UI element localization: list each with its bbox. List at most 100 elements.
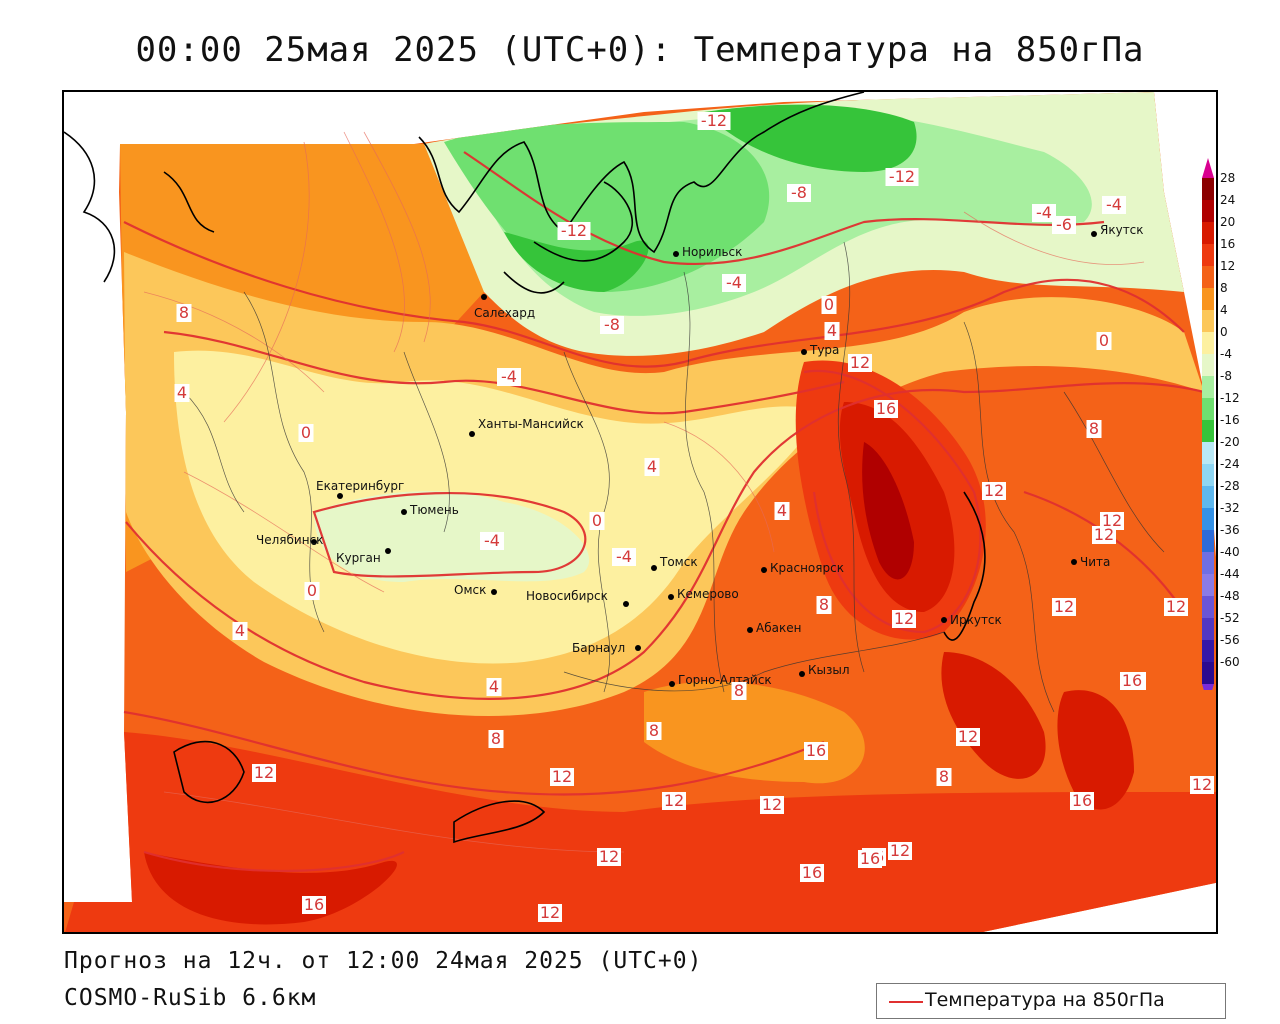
colorbar-tick-label: 0 (1220, 325, 1228, 339)
svg-text:12: 12 (984, 481, 1004, 500)
map-legend: Температура на 850гПа (876, 983, 1226, 1019)
colorbar-bottom-arrow (1202, 684, 1214, 704)
colorbar-swatch (1202, 596, 1214, 618)
svg-text:12: 12 (1166, 597, 1186, 616)
isotherm-value-label: -8 (787, 183, 811, 202)
colorbar-swatch (1202, 530, 1214, 552)
city-label: Красноярск (770, 561, 844, 575)
isotherm-value-label: 16 (302, 895, 326, 914)
svg-text:12: 12 (850, 353, 870, 372)
colorbar-swatch (1202, 354, 1214, 376)
isotherm-value-labels: -12-12-8-12-4-6-4-8-40-4084400-440-44481… (174, 111, 1214, 922)
isotherm-value-label: 0 (1096, 331, 1112, 350)
city-label: Тура (809, 343, 839, 357)
colorbar-tick-label: -52 (1220, 611, 1240, 625)
city-label: Горно-Алтайск (678, 673, 772, 687)
svg-text:16: 16 (876, 399, 896, 418)
svg-text:-4: -4 (484, 531, 500, 550)
model-name: COSMO-RuSib 6.6км (64, 985, 317, 1011)
isotherm-value-label: 12 (1190, 775, 1214, 794)
svg-text:-6: -6 (1056, 215, 1072, 234)
isotherm-value-label: -4 (1102, 195, 1126, 214)
svg-text:-12: -12 (561, 221, 587, 240)
isotherm-value-label: 8 (731, 681, 747, 700)
colorbar-swatch (1202, 508, 1214, 530)
isotherm-value-label: 12 (760, 795, 784, 814)
isotherm-value-label: 16 (804, 741, 828, 760)
region-borders (183, 241, 1165, 713)
isotherm-value-label: 12 (550, 767, 574, 786)
svg-text:4: 4 (647, 457, 657, 476)
isotherm-value-label: -8 (600, 315, 624, 334)
isotherm-value-label: -4 (1032, 203, 1056, 222)
isotherm-value-label: 4 (824, 321, 840, 340)
isotherm-value-label: 8 (646, 721, 662, 740)
colorbar-tick-label: -60 (1220, 655, 1240, 669)
svg-text:4: 4 (177, 383, 187, 402)
colorbar-tick-label: 16 (1220, 237, 1235, 251)
colorbar-tick-label: 20 (1220, 215, 1235, 229)
isotherm-value-label: 16 (858, 849, 882, 868)
svg-text:-4: -4 (616, 547, 632, 566)
isotherm-value-label: 16 (1120, 671, 1144, 690)
colorbar-swatch (1202, 662, 1214, 684)
isotherm-value-label: 8 (1086, 419, 1102, 438)
isotherm-value-label: 12 (956, 727, 980, 746)
forecast-info: Прогноз на 12ч. от 12:00 24мая 2025 (UTC… (64, 948, 703, 974)
colorbar-tick-label: -8 (1220, 369, 1232, 383)
colorbar-tick-label: -48 (1220, 589, 1240, 603)
city-label: Челябинск (256, 533, 323, 547)
colorbar-swatch (1202, 618, 1214, 640)
svg-text:-4: -4 (726, 273, 742, 292)
isotherm-value-label: 12 (982, 481, 1006, 500)
colorbar-tick-label: -4 (1220, 347, 1232, 361)
temperature-field: Салехард Норильск Якутск Тура Ханты-Манс… (64, 92, 1216, 932)
isotherm-value-label: 16 (1070, 791, 1094, 810)
isotherm-value-label: 12 (892, 609, 916, 628)
city-label: Екатеринбург (316, 479, 404, 493)
isotherm-value-label: -12 (557, 221, 591, 240)
isotherm-value-label: 8 (176, 303, 192, 322)
city-markers: Салехард Норильск Якутск Тура Ханты-Манс… (256, 223, 1144, 687)
isotherm-value-label: 8 (488, 729, 504, 748)
city-label: Кызыл (808, 663, 850, 677)
colorbar-tick-label: -44 (1220, 567, 1240, 581)
isotherm-value-label: 12 (252, 763, 276, 782)
isotherm-value-label: 12 (848, 353, 872, 372)
svg-text:-4: -4 (501, 367, 517, 386)
isotherm-value-label: -4 (480, 531, 504, 550)
city-label: Норильск (682, 245, 742, 259)
svg-text:12: 12 (540, 903, 560, 922)
colorbar-tick-label: 12 (1220, 259, 1235, 273)
city-label: Якутск (1100, 223, 1144, 237)
isotherm-value-label: 8 (816, 595, 832, 614)
colorbar-swatch (1202, 222, 1214, 244)
isotherm-value-label: 0 (304, 581, 320, 600)
isotherm-value-label: -4 (612, 547, 636, 566)
city-label: Тюмень (409, 503, 459, 517)
isotherm-value-label: 0 (589, 511, 605, 530)
isotherm-value-label: 8 (936, 767, 952, 786)
svg-text:8: 8 (491, 729, 501, 748)
city-label: Ханты-Мансийск (478, 417, 584, 431)
svg-text:16: 16 (802, 863, 822, 882)
legend-line-swatch (889, 1001, 923, 1003)
colorbar-tick-label: 4 (1220, 303, 1228, 317)
svg-text:0: 0 (301, 423, 311, 442)
isotherm-value-label: 12 (888, 841, 912, 860)
svg-text:4: 4 (489, 677, 499, 696)
forecast-map[interactable]: Салехард Норильск Якутск Тура Ханты-Манс… (62, 90, 1218, 934)
colorbar-swatch (1202, 332, 1214, 354)
isotherm-value-label: 12 (1100, 511, 1124, 530)
isotherm-value-label: -12 (885, 167, 919, 186)
isotherm-value-label: 4 (486, 677, 502, 696)
colorbar-swatch (1202, 640, 1214, 662)
svg-text:-4: -4 (1036, 203, 1052, 222)
colorbar-tick-label: -32 (1220, 501, 1240, 515)
svg-text:16: 16 (1122, 671, 1142, 690)
svg-text:-8: -8 (604, 315, 620, 334)
isotherm-value-label: 16 (800, 863, 824, 882)
svg-text:8: 8 (819, 595, 829, 614)
isotherm-value-label: 4 (174, 383, 190, 402)
colorbar-top-arrow (1202, 158, 1214, 178)
